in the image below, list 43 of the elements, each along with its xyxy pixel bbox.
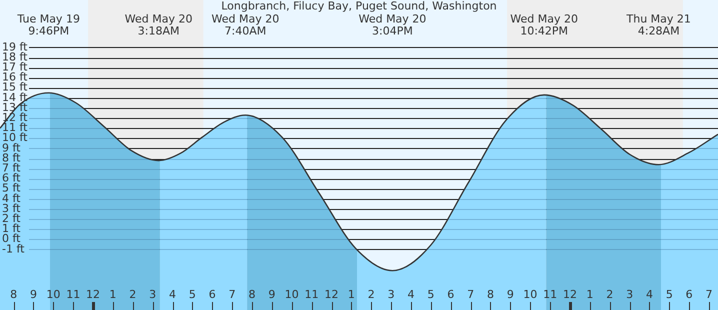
x-tick-label: 8 [10,288,18,301]
x-tick-label: 6 [447,288,454,301]
x-tick-label: 10 [284,288,299,301]
x-tick-label: 9 [506,288,514,301]
x-tick-label: 4 [646,288,653,301]
x-tick-label: 2 [368,288,375,301]
x-tick-label: 6 [208,288,216,301]
annotation: Wed May 20 3:18AM [124,12,192,38]
x-tick-label: 2 [606,288,614,301]
x-tick-label: 8 [248,288,256,301]
annotation: Thu May 21 4:28AM [626,12,691,38]
x-tick-label: 10 [46,288,60,301]
annotation: Wed May 20 3:04PM [358,12,426,38]
x-tick-label: 9 [30,288,37,301]
annotation: Wed May 20 10:42PM [510,12,578,38]
x-tick-label: 8 [486,288,494,301]
x-tick-label: 4 [169,288,176,301]
x-tick-label: 3 [149,288,156,301]
x-tick-label: 4 [407,288,414,301]
x-tick-label: 10 [523,288,538,301]
x-tick-label: 3 [626,288,634,301]
x-tick-label: 5 [666,288,673,301]
x-tick-label: 1 [348,288,355,301]
x-tick-label: 11 [304,288,319,301]
x-tick-label: 2 [129,288,136,301]
x-tick-label: 11 [66,288,80,301]
x-tick-label: 9 [268,288,276,301]
x-tick-label: 7 [706,288,713,301]
x-tick-label: 12 [324,288,339,301]
x-tick-label: 5 [188,288,196,301]
x-tick-label: 1 [109,288,116,301]
x-tick-label: 5 [427,288,434,301]
x-tick-label: 12 [562,288,577,301]
x-tick-label: 6 [686,288,693,301]
annotation: Wed May 20 7:40AM [212,12,280,38]
x-tick-label: 7 [228,288,236,301]
x-tick-label: 1 [586,288,594,301]
x-tick-label: 12 [86,288,100,301]
x-tick-label: 7 [467,288,474,301]
x-tick-label: 3 [388,288,395,301]
chart-title: Longbranch, Filucy Bay, Puget Sound, Washington [221,0,497,12]
annotation: Tue May 19 9:46PM [16,12,80,38]
x-tick-label: 11 [543,288,558,301]
